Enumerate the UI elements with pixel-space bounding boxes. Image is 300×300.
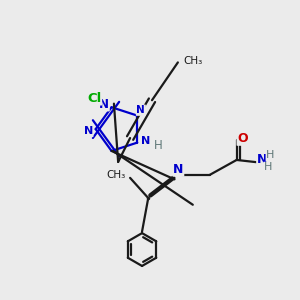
Text: H: H <box>266 151 274 160</box>
Text: O: O <box>237 132 248 145</box>
Text: Cl: Cl <box>87 92 101 105</box>
Text: CH₃: CH₃ <box>184 56 203 66</box>
Text: N: N <box>99 98 109 111</box>
Text: N: N <box>141 136 150 146</box>
Text: N: N <box>84 127 93 136</box>
Text: H: H <box>264 162 272 172</box>
Text: H: H <box>154 139 162 152</box>
Text: N: N <box>173 163 184 176</box>
Text: N: N <box>136 105 145 115</box>
Text: N: N <box>257 154 267 166</box>
Text: CH₃: CH₃ <box>106 170 126 181</box>
